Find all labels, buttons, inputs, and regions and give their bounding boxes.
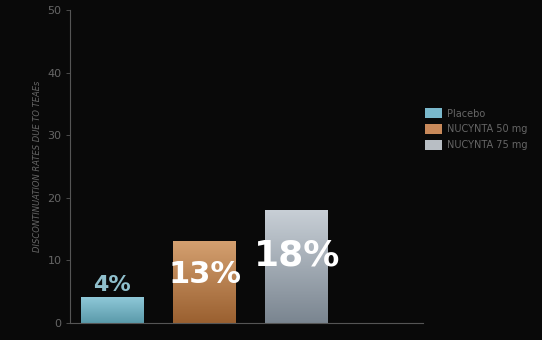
Legend: Placebo, NUCYNTA 50 mg, NUCYNTA 75 mg: Placebo, NUCYNTA 50 mg, NUCYNTA 75 mg: [422, 105, 531, 153]
Text: 18%: 18%: [254, 238, 340, 272]
Y-axis label: DISCONTINUATION RATES DUE TO TEAEs: DISCONTINUATION RATES DUE TO TEAEs: [33, 81, 42, 252]
Text: 4%: 4%: [94, 275, 131, 295]
Text: 13%: 13%: [168, 260, 241, 289]
